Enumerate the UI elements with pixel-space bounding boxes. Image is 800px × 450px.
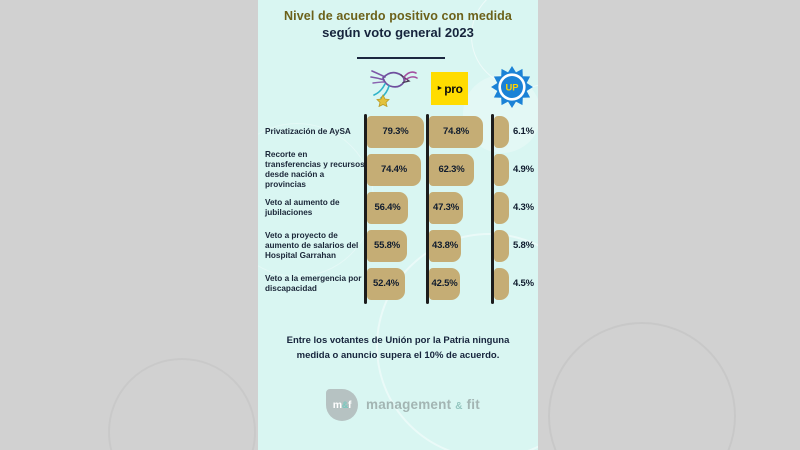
- category-label: Privatización de AySA: [265, 127, 351, 136]
- mf-logo-text: management & fit: [366, 397, 480, 412]
- bar: [367, 268, 405, 300]
- mf-text-management: management: [366, 397, 452, 412]
- footnote-line2: medida o anuncio supera el 10% de acuerd…: [296, 349, 500, 361]
- mf-f: f: [348, 399, 352, 411]
- up-sun-logo: UP: [490, 65, 534, 109]
- footnote: Entre los votantes de Unión por la Patri…: [268, 334, 528, 363]
- bar-value-label: 42.5%: [431, 278, 458, 289]
- bar: [429, 116, 483, 148]
- pro-logo: ► pro: [431, 72, 468, 105]
- bar: [367, 230, 407, 262]
- bar-value-label: 62.3%: [438, 164, 465, 175]
- bar-value-label: 6.1%: [513, 126, 534, 137]
- bar: [429, 192, 463, 224]
- bar: [494, 268, 509, 300]
- chart-title-line2: según voto general 2023: [322, 25, 474, 40]
- category-label: Veto a proyecto de aumento de salarios d…: [265, 231, 359, 260]
- bar-value-label: 74.8%: [443, 126, 469, 137]
- pro-label: pro: [444, 81, 463, 96]
- mf-text-fit: fit: [466, 397, 480, 412]
- bar: [494, 192, 509, 224]
- lla-eagle-icon: [369, 65, 419, 108]
- axis-line: [491, 114, 494, 304]
- mf-amp: &: [341, 400, 349, 410]
- chart-title-line1: Nivel de acuerdo positivo con medida: [284, 9, 512, 23]
- bar-value-label: 79.3%: [382, 126, 409, 137]
- bar-value-label: 43.8%: [432, 240, 458, 251]
- bar-value-label: 4.3%: [513, 202, 534, 213]
- bar: [367, 116, 424, 148]
- background-decor-circle: [548, 322, 736, 450]
- bar-value-label: 55.8%: [374, 240, 400, 251]
- bar: [429, 230, 461, 262]
- bar-value-label: 56.4%: [374, 202, 401, 213]
- bar-value-label: 52.4%: [373, 278, 399, 289]
- bar: [494, 230, 509, 262]
- bar: [429, 268, 460, 300]
- footnote-line1: Entre los votantes de Unión por la Patri…: [286, 335, 510, 346]
- axis-line: [364, 114, 367, 304]
- bar-value-label: 4.5%: [513, 278, 534, 289]
- bar: [494, 154, 509, 186]
- category-label: Veto al aumento de jubilaciones: [265, 198, 340, 217]
- pro-play-glyph: ►: [436, 85, 444, 92]
- bar: [429, 154, 474, 186]
- background-decor-circle: [108, 358, 256, 450]
- bar: [367, 154, 421, 186]
- up-label: UP: [505, 82, 518, 93]
- title-divider: [357, 57, 445, 59]
- category-label: Recorte en transferencias y recursos des…: [265, 150, 365, 189]
- bar-value-label: 5.8%: [513, 240, 534, 251]
- bar: [494, 116, 509, 148]
- category-label: Veto a la emergencia por discapacidad: [265, 274, 362, 293]
- mf-m: m: [332, 399, 342, 411]
- bar: [367, 192, 408, 224]
- bar-value-label: 74.4%: [381, 164, 407, 175]
- mf-logo-mark: m & f: [326, 389, 358, 421]
- bar-value-label: 4.9%: [513, 164, 534, 175]
- axis-line: [426, 114, 429, 304]
- bar-value-label: 47.3%: [433, 202, 459, 213]
- mf-text-amp: &: [455, 401, 463, 412]
